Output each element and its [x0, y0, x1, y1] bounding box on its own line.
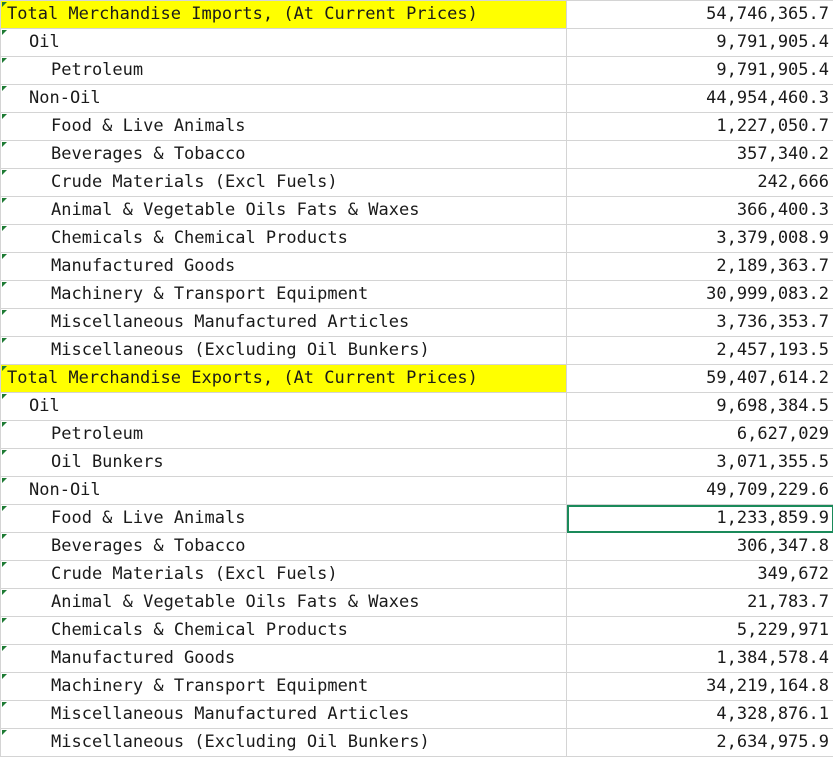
table-row: Crude Materials (Excl Fuels)242,666	[1, 169, 833, 197]
row-label-cell[interactable]: Chemicals & Chemical Products	[1, 617, 567, 645]
row-value-cell[interactable]: 9,791,905.4	[567, 57, 833, 85]
row-value-cell[interactable]: 1,384,578.4	[567, 645, 833, 673]
row-value-cell[interactable]: 44,954,460.3	[567, 85, 833, 113]
row-label-cell[interactable]: Chemicals & Chemical Products	[1, 225, 567, 253]
row-label-cell[interactable]: Oil	[1, 29, 567, 57]
row-label-cell[interactable]: Food & Live Animals	[1, 113, 567, 141]
row-label-cell[interactable]: Crude Materials (Excl Fuels)	[1, 169, 567, 197]
row-label-cell[interactable]: Animal & Vegetable Oils Fats & Waxes	[1, 589, 567, 617]
row-value-cell[interactable]: 6,627,029	[567, 421, 833, 449]
row-label-cell[interactable]: Manufactured Goods	[1, 645, 567, 673]
row-label-cell[interactable]: Machinery & Transport Equipment	[1, 281, 567, 309]
row-value-cell[interactable]: 2,189,363.7	[567, 253, 833, 281]
row-label-cell[interactable]: Miscellaneous (Excluding Oil Bunkers)	[1, 337, 567, 365]
row-value-cell[interactable]: 59,407,614.2	[567, 365, 833, 393]
row-value-cell[interactable]: 21,783.7	[567, 589, 833, 617]
row-value-cell[interactable]: 9,791,905.4	[567, 29, 833, 57]
row-label-cell[interactable]: Crude Materials (Excl Fuels)	[1, 561, 567, 589]
row-value-cell[interactable]: 3,071,355.5	[567, 449, 833, 477]
row-value-cell[interactable]: 357,340.2	[567, 141, 833, 169]
row-label-cell[interactable]: Miscellaneous Manufactured Articles	[1, 701, 567, 729]
row-value-cell[interactable]: 2,457,193.5	[567, 337, 833, 365]
row-value-cell[interactable]: 1,227,050.7	[567, 113, 833, 141]
row-value-cell[interactable]: 3,736,353.7	[567, 309, 833, 337]
row-label-cell[interactable]: Miscellaneous (Excluding Oil Bunkers)	[1, 729, 567, 757]
row-value-cell[interactable]: 4,328,876.1	[567, 701, 833, 729]
row-value-cell[interactable]: 49,709,229.6	[567, 477, 833, 505]
row-label-cell[interactable]: Miscellaneous Manufactured Articles	[1, 309, 567, 337]
row-label-cell[interactable]: Machinery & Transport Equipment	[1, 673, 567, 701]
table-row: Crude Materials (Excl Fuels)349,672	[1, 561, 833, 589]
row-value-cell[interactable]: 242,666	[567, 169, 833, 197]
row-value-cell[interactable]: 30,999,083.2	[567, 281, 833, 309]
row-value-cell[interactable]: 5,229,971	[567, 617, 833, 645]
row-label-cell[interactable]: Non-Oil	[1, 85, 567, 113]
row-value-cell[interactable]: 306,347.8	[567, 533, 833, 561]
row-label-cell[interactable]: Animal & Vegetable Oils Fats & Waxes	[1, 197, 567, 225]
row-value-cell[interactable]: 349,672	[567, 561, 833, 589]
selected-value-cell[interactable]: 1,233,859.9	[567, 505, 833, 533]
row-label-cell[interactable]: Petroleum	[1, 57, 567, 85]
table-row: Miscellaneous (Excluding Oil Bunkers)2,4…	[1, 337, 833, 365]
row-label-cell[interactable]: Petroleum	[1, 421, 567, 449]
row-value-cell[interactable]: 3,379,008.9	[567, 225, 833, 253]
row-value-cell[interactable]: 366,400.3	[567, 197, 833, 225]
row-label-cell[interactable]: Oil Bunkers	[1, 449, 567, 477]
row-value-cell[interactable]: 34,219,164.8	[567, 673, 833, 701]
row-value-cell[interactable]: 9,698,384.5	[567, 393, 833, 421]
row-label-cell[interactable]: Beverages & Tobacco	[1, 141, 567, 169]
row-value-cell[interactable]: 54,746,365.7	[567, 1, 833, 29]
row-label-cell[interactable]: Beverages & Tobacco	[1, 533, 567, 561]
table-row: Total Merchandise Exports, (At Current P…	[1, 365, 833, 393]
row-label-cell[interactable]: Total Merchandise Exports, (At Current P…	[1, 365, 567, 393]
row-label-cell[interactable]: Oil	[1, 393, 567, 421]
table-row: Miscellaneous (Excluding Oil Bunkers)2,6…	[1, 729, 833, 757]
row-value-cell[interactable]: 2,634,975.9	[567, 729, 833, 757]
table-row: Total Merchandise Imports, (At Current P…	[1, 1, 833, 29]
row-label-cell[interactable]: Manufactured Goods	[1, 253, 567, 281]
row-label-cell[interactable]: Non-Oil	[1, 477, 567, 505]
row-label-cell[interactable]: Total Merchandise Imports, (At Current P…	[1, 1, 567, 29]
row-label-cell[interactable]: Food & Live Animals	[1, 505, 567, 533]
